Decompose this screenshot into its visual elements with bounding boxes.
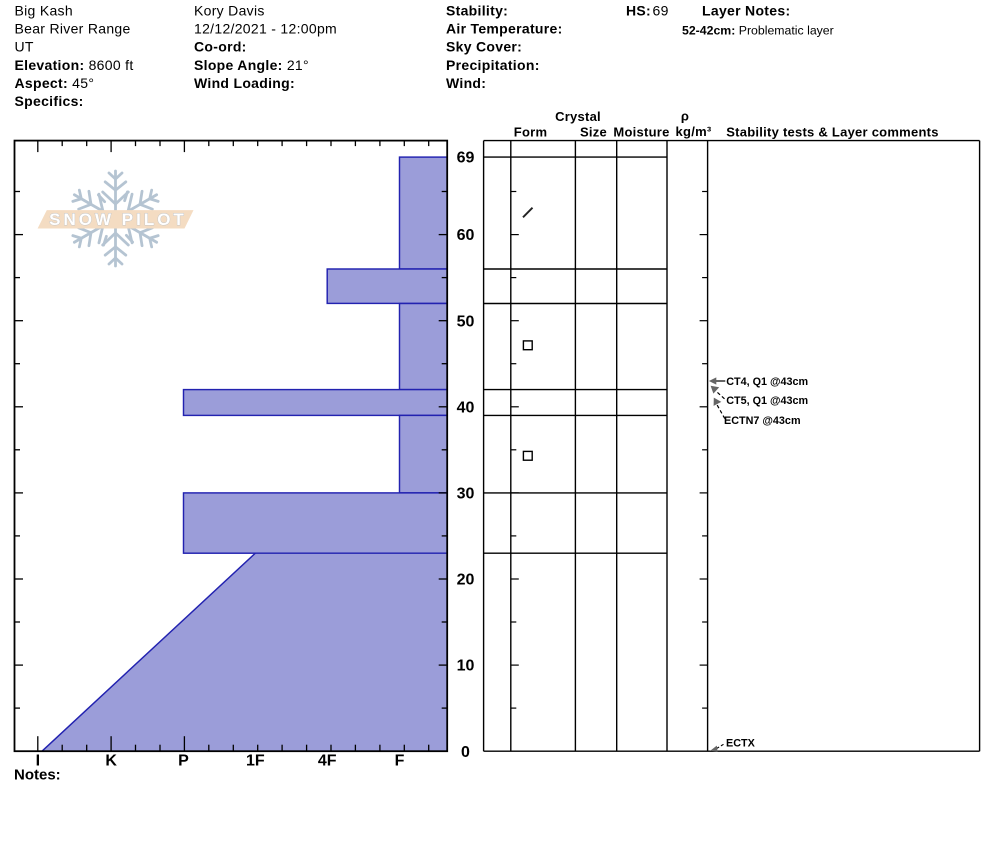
svg-text:52-42cm: Problematic layer: 52-42cm: Problematic layer — [682, 24, 834, 38]
svg-text:Moisture: Moisture — [613, 125, 669, 140]
svg-text:kg/m³: kg/m³ — [676, 124, 712, 139]
svg-text:F: F — [395, 753, 405, 770]
svg-text:4F: 4F — [318, 753, 337, 770]
svg-text:K: K — [105, 753, 117, 770]
svg-text:Elevation: 8600 ft: Elevation: 8600 ft — [15, 57, 134, 73]
svg-text:Stability:: Stability: — [446, 2, 508, 18]
svg-text:Stability tests & Layer commen: Stability tests & Layer comments — [726, 125, 938, 140]
svg-text:20: 20 — [457, 572, 475, 589]
svg-text:12/12/2021 - 12:00pm: 12/12/2021 - 12:00pm — [194, 21, 337, 37]
svg-text:I: I — [36, 753, 40, 770]
svg-text:Notes:: Notes: — [14, 767, 61, 784]
svg-text:1F: 1F — [246, 753, 265, 770]
svg-text:40: 40 — [457, 399, 475, 416]
svg-text:50: 50 — [457, 313, 475, 330]
svg-text:10: 10 — [457, 658, 475, 675]
svg-text:Wind Loading:: Wind Loading: — [194, 75, 295, 91]
svg-text:30: 30 — [457, 486, 475, 503]
svg-text:Sky Cover:: Sky Cover: — [446, 39, 522, 55]
svg-text:Co-ord:: Co-ord: — [194, 39, 247, 55]
svg-text:Precipitation:: Precipitation: — [446, 57, 540, 73]
svg-text:P: P — [178, 753, 189, 770]
svg-text:Crystal: Crystal — [555, 109, 601, 124]
svg-text:Wind:: Wind: — [446, 75, 486, 91]
svg-text:CT4, Q1 @43cm: CT4, Q1 @43cm — [726, 376, 808, 388]
svg-text:0: 0 — [461, 744, 470, 761]
svg-text:Specifics:: Specifics: — [15, 93, 84, 109]
svg-text:Layer Notes:: Layer Notes: — [702, 2, 790, 18]
svg-text:Big Kash: Big Kash — [15, 2, 73, 18]
svg-text:CT5, Q1 @43cm: CT5, Q1 @43cm — [726, 395, 808, 407]
svg-text:60: 60 — [457, 227, 475, 244]
svg-text:Form: Form — [514, 125, 548, 140]
svg-text:Kory Davis: Kory Davis — [194, 2, 265, 18]
svg-text:Air Temperature:: Air Temperature: — [446, 21, 563, 37]
svg-text:Size: Size — [580, 125, 607, 140]
svg-text:Bear River Range: Bear River Range — [15, 21, 131, 37]
svg-text:ECTN7 @43cm: ECTN7 @43cm — [724, 415, 801, 427]
svg-text:ρ: ρ — [681, 109, 689, 124]
svg-text:ECTX: ECTX — [726, 738, 756, 750]
svg-text:UT: UT — [15, 39, 34, 55]
svg-text:Aspect: 45°: Aspect: 45° — [15, 75, 95, 91]
svg-text:HS:69: HS: 69 — [626, 2, 669, 18]
svg-text:SNOW PILOT: SNOW PILOT — [49, 210, 187, 229]
svg-text:69: 69 — [457, 150, 475, 167]
svg-text:Slope Angle: 21°: Slope Angle: 21° — [194, 57, 309, 73]
